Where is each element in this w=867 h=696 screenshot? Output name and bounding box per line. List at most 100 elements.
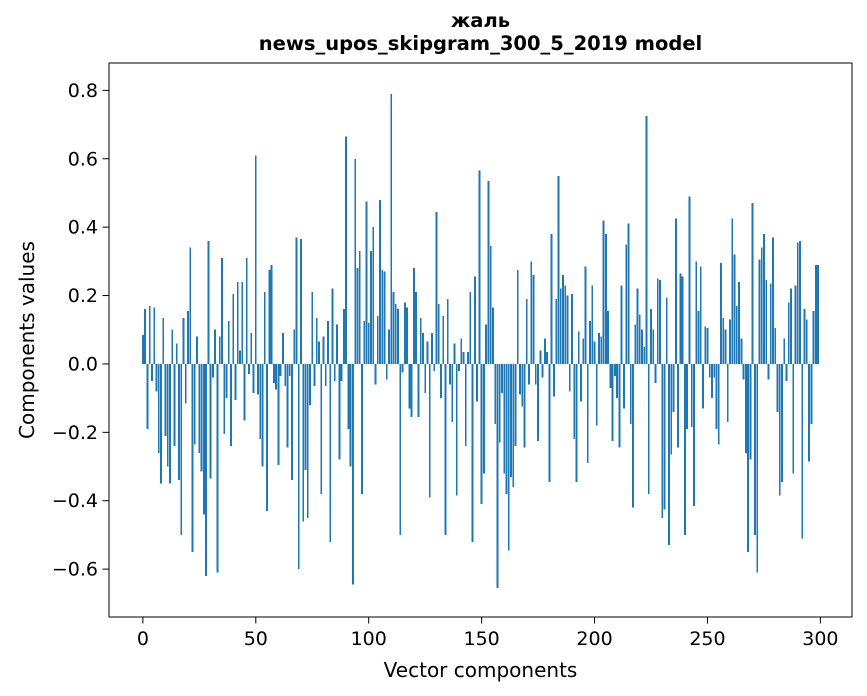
bar: [708, 363, 711, 378]
bar: [476, 363, 479, 402]
bar: [661, 363, 664, 518]
bar: [221, 257, 223, 364]
bar: [641, 329, 643, 364]
bar: [406, 307, 409, 364]
bar: [724, 329, 727, 364]
bar: [787, 302, 790, 364]
bar: [361, 363, 363, 494]
bar: [178, 363, 180, 481]
bar: [568, 363, 571, 392]
bar: [523, 363, 526, 448]
bar: [492, 307, 494, 364]
bar: [297, 363, 300, 570]
bar: [458, 363, 460, 371]
bar: [160, 363, 162, 484]
bar: [313, 363, 316, 387]
bar: [304, 363, 307, 470]
bar: [810, 363, 813, 424]
chart-title: жаль: [450, 9, 511, 32]
bar: [225, 363, 228, 399]
bar: [772, 237, 774, 364]
bar: [473, 276, 476, 364]
bar: [595, 363, 598, 426]
bar: [562, 275, 564, 364]
bar: [144, 309, 147, 364]
bar: [214, 329, 217, 364]
bar: [394, 304, 397, 364]
bar: [162, 317, 165, 364]
bar: [453, 343, 456, 364]
bar: [769, 283, 772, 364]
bar: [342, 309, 345, 364]
bar: [679, 273, 682, 364]
bar: [426, 341, 429, 364]
bar: [623, 363, 625, 409]
bar: [650, 309, 652, 364]
bar: [792, 363, 795, 474]
bar: [785, 363, 788, 382]
bar: [239, 350, 241, 364]
bar: [593, 341, 596, 364]
bar: [259, 363, 262, 440]
bar: [722, 317, 725, 364]
bar: [329, 363, 332, 542]
bar: [539, 350, 542, 364]
bar: [645, 116, 648, 364]
bar: [155, 363, 158, 392]
bar: [530, 261, 533, 364]
bar: [243, 363, 246, 421]
bar: [437, 304, 440, 364]
bar: [248, 363, 250, 375]
bar: [521, 363, 524, 407]
bar: [690, 363, 693, 428]
y-axis-label: Components values: [15, 241, 39, 439]
bar: [148, 305, 151, 364]
bar: [261, 363, 264, 467]
bar: [805, 319, 808, 364]
bar: [711, 363, 713, 399]
bar: [376, 316, 379, 364]
bar: [584, 266, 587, 364]
bar: [340, 363, 343, 382]
bar: [665, 297, 668, 364]
bar: [559, 288, 562, 364]
bar: [674, 218, 677, 364]
bar: [512, 363, 515, 488]
bar: [618, 363, 621, 448]
bar: [627, 223, 630, 364]
bar: [600, 336, 603, 364]
bar: [632, 363, 634, 508]
bar: [311, 292, 314, 364]
bar: [471, 363, 474, 542]
bar: [505, 363, 508, 494]
bar: [774, 328, 777, 364]
bar: [252, 363, 255, 394]
bar: [616, 363, 619, 399]
bar: [151, 363, 153, 382]
bar: [482, 363, 485, 474]
bar: [589, 321, 591, 364]
bar: [670, 363, 673, 455]
bar: [656, 278, 659, 364]
bar: [157, 363, 160, 453]
bar: [814, 264, 817, 364]
bar: [433, 363, 436, 371]
bar: [209, 363, 212, 479]
bar: [370, 251, 372, 364]
bar: [729, 319, 731, 364]
bar: [182, 317, 185, 364]
bar: [349, 363, 352, 467]
bar: [187, 310, 189, 364]
bar: [388, 329, 390, 364]
bar: [392, 292, 395, 364]
bar: [281, 333, 284, 364]
bar: [347, 363, 350, 429]
bar: [720, 263, 722, 364]
y-tick-label: 0.6: [68, 148, 98, 170]
bar: [740, 338, 743, 364]
bar: [756, 363, 759, 573]
bar: [613, 363, 616, 376]
bar: [417, 363, 420, 417]
bar: [699, 266, 702, 364]
